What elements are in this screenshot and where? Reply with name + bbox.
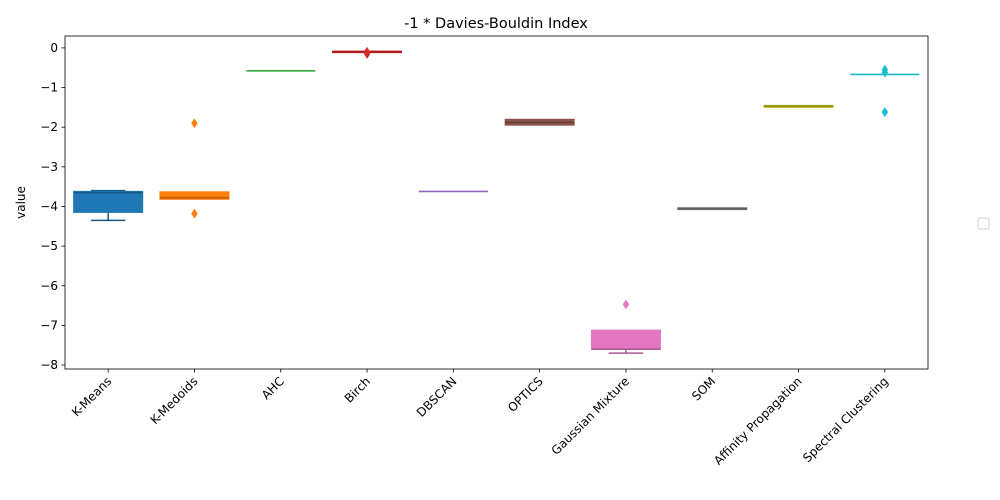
x-tick-label: Gaussian Mixture: [549, 374, 632, 457]
y-axis: 0 −1 −2 −3 −4 −5 −6 −7 −8: [40, 41, 65, 372]
y-tick-label: −5: [40, 239, 58, 253]
box-body: [73, 190, 144, 213]
box-body: [590, 329, 661, 350]
y-tick-label: −3: [40, 160, 58, 174]
y-tick-label: −4: [40, 199, 58, 213]
box-7: [677, 207, 748, 211]
outlier-marker: [881, 67, 889, 78]
x-tick-label: K-Medoids: [148, 374, 201, 427]
y-tick-label: −6: [40, 279, 58, 293]
box-9: [850, 64, 920, 118]
outlier-marker: [622, 299, 630, 310]
x-tick-label: SOM: [689, 374, 718, 403]
box-8: [763, 104, 834, 108]
x-tick-label: OPTICS: [505, 374, 546, 415]
x-tick-label: K-Means: [69, 374, 114, 419]
y-axis-label: value: [14, 186, 28, 219]
x-tick-label: Spectral Clustering: [800, 374, 891, 465]
y-tick-label: −8: [40, 358, 58, 372]
plot-area: [73, 46, 920, 354]
legend-box: [977, 217, 990, 230]
outlier-marker: [191, 118, 198, 129]
x-tick-label: AHC: [259, 374, 287, 402]
y-tick-label: −2: [40, 120, 58, 134]
x-axis: K-Means K-Medoids AHC Birch DBSCAN OPTICS Gaus…: [69, 369, 891, 468]
box-body: [159, 191, 230, 200]
box-0: [73, 189, 144, 222]
box-3: [332, 46, 403, 59]
outlier-marker: [363, 48, 371, 59]
outlier-marker: [881, 107, 889, 118]
x-tick-label: DBSCAN: [414, 374, 460, 420]
plot-frame: [64, 35, 929, 370]
y-tick-label: 0: [50, 41, 58, 55]
x-tick-label: Birch: [342, 374, 373, 405]
chart-title: -1 * Davies-Bouldin Index: [404, 16, 588, 32]
y-tick-label: −1: [40, 81, 58, 95]
box-6: [590, 299, 661, 354]
outlier-marker: [191, 208, 198, 219]
box-5: [504, 118, 575, 126]
x-tick-label: Affinity Propagation: [711, 374, 805, 468]
y-tick-label: −7: [40, 318, 58, 332]
box-1: [159, 118, 230, 219]
